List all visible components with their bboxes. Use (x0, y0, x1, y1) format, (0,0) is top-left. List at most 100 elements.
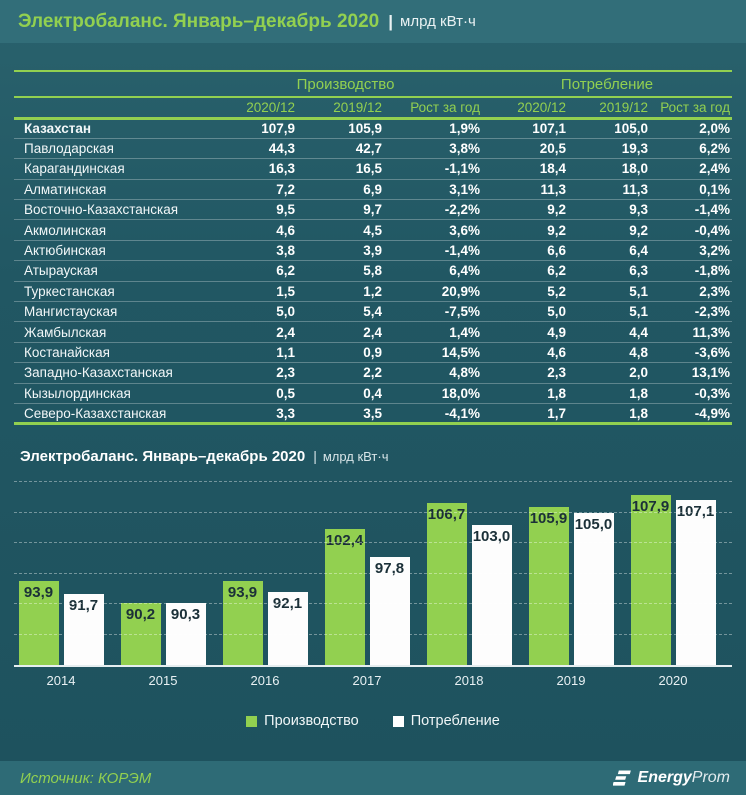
consumption-bar: 92,1 (267, 591, 308, 666)
chart-title: Электробаланс. Январь–декабрь 2020 | млр… (20, 446, 746, 466)
value-cell: 18,0 (568, 158, 651, 180)
legend-label: Потребление (410, 713, 500, 730)
value-cell: 5,4 (297, 301, 384, 322)
value-cell: 6,2 (482, 260, 569, 282)
consumption-bar: 105,0 (573, 512, 614, 666)
bar-group: 105,9 105,0 (528, 482, 614, 666)
value-cell: -1,4% (650, 199, 733, 220)
value-cell: 3,6% (384, 219, 483, 241)
value-cell: 20,9% (384, 280, 483, 302)
region-name: Карагандинская (14, 158, 209, 180)
value-cell: -1,4% (384, 239, 483, 261)
page-title: Электробаланс. Январь–декабрь 2020 (18, 10, 380, 32)
bar-value-label: 105,0 (574, 515, 613, 533)
bar-group: 106,7 103,0 (426, 482, 512, 666)
col-header-cons-2019: 2019/12 (568, 97, 651, 120)
value-cell: 4,9 (482, 321, 569, 343)
region-name: Северо-Казахстанская (14, 402, 209, 424)
value-cell: 44,3 (209, 137, 297, 159)
production-bar: 106,7 (426, 502, 467, 666)
chart-title-units: млрд кВт·ч (322, 448, 389, 464)
region-name: Акмолинская (14, 219, 209, 241)
value-cell: -7,5% (384, 301, 483, 322)
col-header-prod-growth: Рост за год (384, 97, 483, 120)
chart-title-separator: | (313, 448, 317, 465)
region-name: Западно-Казахстанская (14, 362, 209, 384)
value-cell: 107,9 (261, 121, 295, 137)
table-row: Атырауская 6,2 5,8 6,4% 6,2 6,3 -1,8% (14, 260, 733, 282)
bar-value-label: 97,8 (374, 559, 405, 577)
value-cell: 3,3 (209, 402, 297, 424)
gridline (14, 633, 732, 635)
value-cell: -1,1% (384, 158, 483, 180)
gridline (14, 481, 732, 483)
consumption-bar: 97,8 (369, 556, 410, 666)
logo-text-bold: Energy (637, 769, 692, 786)
value-cell: 107,1 (532, 121, 567, 137)
value-cell: 0,4 (297, 382, 384, 404)
regions-table: Производство Потребление 2020/12 2019/12… (14, 70, 733, 426)
gridline (14, 542, 732, 544)
value-cell: 3,8 (209, 239, 297, 261)
table-row: Восточно-Казахстанская 9,5 9,7 -2,2% 9,2 9,3-… (14, 199, 733, 220)
value-cell: 9,7 (297, 199, 384, 220)
production-bar: 93,9 (222, 580, 263, 666)
table-row: Северо-Казахстанская 3,3 3,5 -4,1% 1,7 1,8 -4,… (14, 402, 733, 424)
energyprom-logo: EnergyProm (612, 769, 730, 787)
value-cell: 18,0% (384, 382, 483, 404)
chart-legend: Производство Потребление (0, 713, 746, 729)
value-cell: 6,2% (650, 137, 733, 159)
region-name: Костанайская (14, 341, 209, 363)
table-row: Кызылординская 0,5 0,4 18,0% 1,8 1,8 -0,3% (14, 382, 733, 404)
value-cell: 19,3 (568, 137, 651, 159)
col-header-cons-growth: Рост за год (650, 97, 733, 120)
value-cell: 5,1 (568, 280, 651, 302)
region-name: Алматинская (14, 178, 209, 200)
logo-text-light: Prom (691, 769, 730, 786)
bar-value-label: 105,9 (529, 510, 568, 528)
value-cell: 18,4 (482, 158, 569, 180)
value-cell: 6,9 (297, 178, 384, 200)
value-cell: 1,2 (297, 280, 384, 302)
regions-table-wrapper: Производство Потребление 2020/12 2019/12… (14, 70, 733, 426)
value-cell: 3,2% (650, 239, 733, 261)
bar-group: 102,4 97,8 (324, 482, 410, 666)
production-bar: 90,2 (120, 603, 161, 666)
bar-group: 107,9 107,1 (630, 482, 716, 666)
value-cell: 42,7 (297, 137, 384, 159)
value-cell: 11,3 (568, 178, 651, 200)
value-cell: 6,6 (482, 239, 569, 261)
value-cell: 16,3 (209, 158, 297, 180)
bar-group: 93,9 91,7 (18, 482, 104, 666)
table-row: Жамбылская 2,4 2,4 1,4% 4,9 4,4 11,3% (14, 321, 733, 343)
bar-value-label: 107,9 (631, 498, 670, 516)
legend-label: Производство (264, 713, 359, 730)
value-cell: 2,3 (209, 362, 297, 384)
value-cell: 2,4 (297, 321, 384, 343)
value-cell: 1,8 (568, 402, 651, 424)
region-name: Мангистауская (14, 301, 209, 322)
chart-bar-groups: 93,9 91,7 90,2 90,3 93,9 92,1 102,4 97,8 106,7 10… (14, 482, 732, 666)
value-cell: 6,4% (384, 260, 483, 282)
value-cell: 6,4 (568, 239, 651, 261)
x-axis-label: 2019 (556, 673, 586, 689)
bar-group: 93,9 92,1 (222, 482, 308, 666)
production-group-header: Производство (209, 71, 483, 98)
gridline (14, 603, 732, 605)
value-cell: 13,1% (650, 362, 733, 384)
value-cell: 9,2 (482, 199, 569, 220)
production-bar: 93,9 (18, 580, 59, 666)
x-axis-label: 2018 (454, 673, 484, 689)
value-cell: 105,0 (614, 121, 649, 137)
value-cell: -1,8% (650, 260, 733, 282)
value-cell: -4,9% (650, 402, 733, 424)
table-row: Западно-Казахстанская 2,3 2,2 4,8% 2,3 2,0 13,… (14, 362, 733, 384)
table-group-header-row: Производство Потребление (14, 71, 733, 98)
value-cell: 2,2 (297, 362, 384, 384)
table-row: Алматинская 7,2 6,9 3,1% 11,3 11,3 0,1% (14, 178, 733, 200)
gridline (14, 572, 732, 574)
bar-value-label: 90,2 (125, 606, 156, 624)
chart-title-main: Электробаланс. Январь–декабрь 2020 (20, 447, 306, 465)
region-name: Туркестанская (14, 280, 209, 302)
bar-value-label: 103,0 (472, 528, 511, 546)
